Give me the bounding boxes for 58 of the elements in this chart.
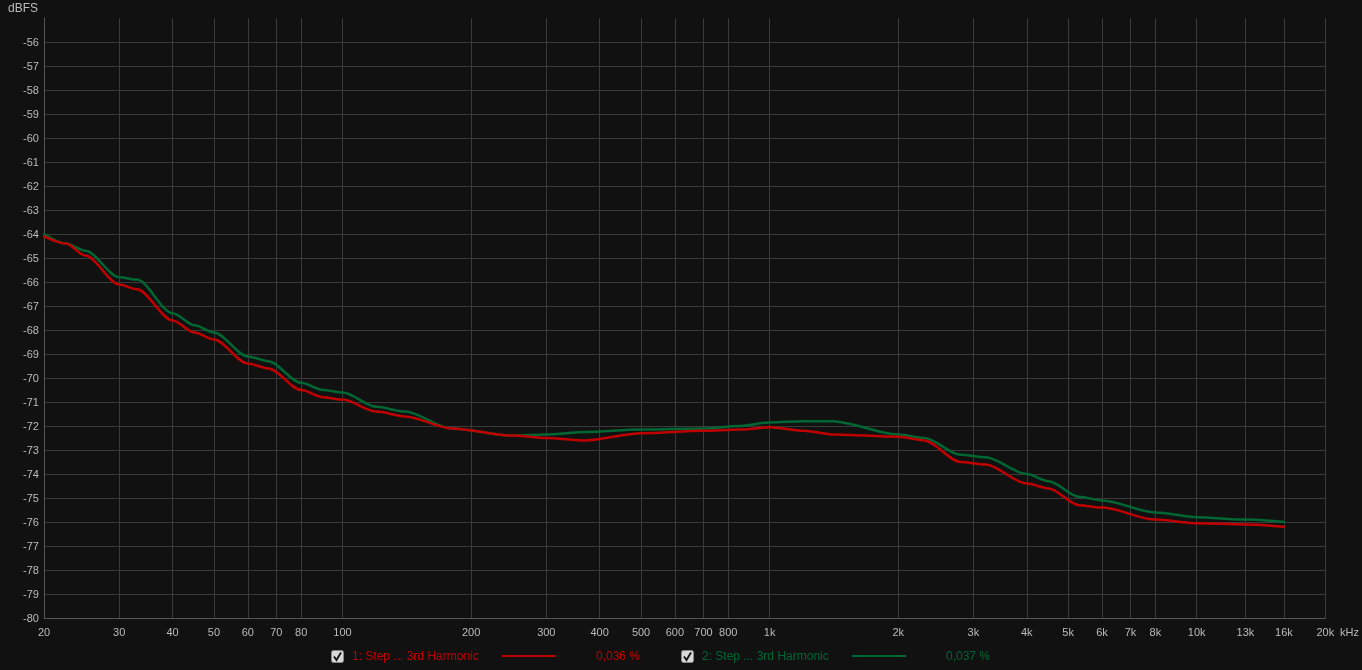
- x-tick-label: 10k: [1187, 625, 1207, 638]
- x-tick-label: 3k: [967, 625, 980, 638]
- y-tick-label: -58: [23, 84, 39, 96]
- x-tick-label: 7k: [1124, 625, 1137, 638]
- y-tick-label: -74: [23, 468, 39, 480]
- y-tick-label: -72: [23, 420, 39, 432]
- y-tick-label: -80: [23, 612, 39, 624]
- y-tick-label: -59: [23, 108, 39, 120]
- x-tick-label: 60: [241, 625, 254, 638]
- x-tick-label: 5k: [1062, 625, 1075, 638]
- y-tick-label: -70: [23, 372, 39, 384]
- y-tick-label: -56: [23, 36, 39, 48]
- x-tick-label: 600: [665, 625, 685, 638]
- x-tick-label: 16k: [1275, 625, 1294, 638]
- x-tick-label: 20k: [1316, 625, 1335, 638]
- y-tick-label: -73: [23, 444, 39, 456]
- x-tick-label: 200: [461, 625, 481, 638]
- x-tick-label: 400: [590, 625, 609, 638]
- y-axis-title: dBFS: [7, 1, 38, 15]
- y-tick-label: -62: [23, 180, 39, 192]
- x-tick-label: 300: [537, 625, 556, 638]
- x-tick-label: 100: [333, 625, 352, 638]
- y-tick-label: -76: [23, 516, 39, 528]
- text: 1: Step ... 3rd Harmonic: [352, 649, 480, 663]
- x-tick-label: 30: [113, 625, 126, 638]
- text: 0,037 %: [946, 649, 991, 663]
- y-tick-label: -68: [23, 324, 39, 336]
- x-tick-label: 70: [270, 625, 283, 638]
- x-tick-label: 1k: [763, 625, 776, 638]
- y-tick-label: -75: [23, 492, 39, 504]
- x-tick-label: 13k: [1236, 625, 1255, 638]
- y-tick-label: -57: [23, 60, 39, 72]
- x-tick-label: 2k: [892, 625, 905, 638]
- text: 0,036 %: [596, 649, 641, 663]
- y-tick-label: -60: [23, 132, 39, 144]
- x-axis-title: kHz: [1340, 625, 1360, 638]
- x-tick-label: 80: [295, 625, 308, 638]
- y-tick-label: -67: [23, 300, 39, 312]
- y-tick-label: -78: [23, 564, 39, 576]
- text: 2: Step ... 3rd Harmonic: [702, 649, 830, 663]
- y-tick-label: -61: [23, 156, 39, 168]
- y-tick-label: -77: [23, 540, 39, 552]
- x-tick-label: 40: [166, 625, 179, 638]
- y-tick-label: -63: [23, 204, 39, 216]
- x-tick-label: 20: [37, 625, 51, 638]
- y-tick-label: -79: [23, 588, 39, 600]
- x-tick-label: 8k: [1149, 625, 1162, 638]
- x-tick-label: 700: [694, 625, 713, 638]
- x-tick-label: 500: [631, 625, 651, 638]
- x-tick-label: 50: [207, 625, 221, 638]
- y-tick-label: -65: [23, 252, 39, 264]
- x-tick-label: 4k: [1020, 625, 1034, 638]
- x-tick-label: 800: [719, 625, 738, 638]
- y-tick-label: -69: [23, 348, 39, 360]
- y-tick-label: -66: [23, 276, 39, 288]
- x-tick-label: 6k: [1096, 625, 1109, 638]
- y-tick-label: -71: [23, 396, 39, 408]
- y-tick-label: -64: [23, 228, 39, 240]
